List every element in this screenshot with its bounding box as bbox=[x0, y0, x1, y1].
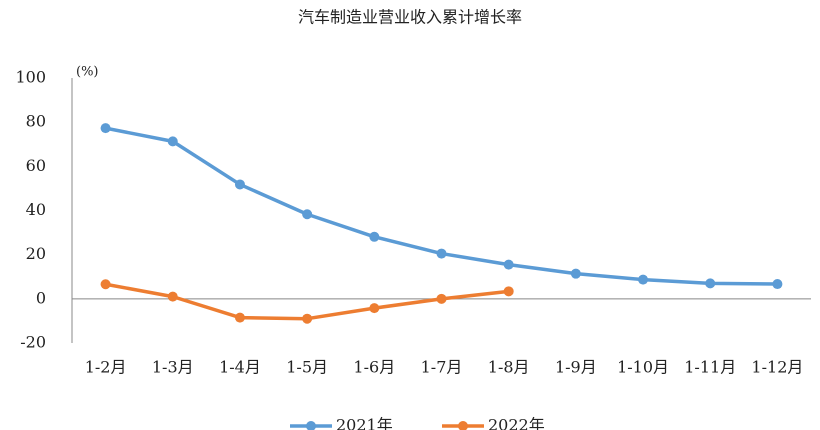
data-point bbox=[772, 279, 783, 290]
data-point bbox=[167, 291, 178, 302]
data-point bbox=[436, 248, 447, 259]
data-point bbox=[100, 123, 111, 134]
data-point bbox=[302, 313, 313, 324]
data-point bbox=[503, 259, 514, 270]
x-tick-label: 1-5月 bbox=[286, 358, 328, 377]
data-point bbox=[503, 286, 514, 297]
data-point bbox=[570, 268, 581, 279]
y-tick-label: -20 bbox=[20, 333, 46, 352]
y-tick-label: 20 bbox=[26, 244, 46, 263]
data-point bbox=[234, 312, 245, 323]
unit-label: (%) bbox=[76, 65, 99, 80]
data-point bbox=[369, 231, 380, 242]
data-point bbox=[369, 303, 380, 314]
x-tick-label: 1-6月 bbox=[353, 358, 395, 377]
data-point bbox=[705, 278, 716, 289]
x-tick-label: 1-4月 bbox=[219, 358, 261, 377]
x-tick-label: 1-3月 bbox=[152, 358, 194, 377]
data-point bbox=[436, 293, 447, 304]
data-point bbox=[234, 179, 245, 190]
y-tick-label: 40 bbox=[26, 200, 46, 219]
x-tick-label: 1-7月 bbox=[421, 358, 463, 377]
legend-label: 2021年 bbox=[336, 416, 393, 430]
data-point bbox=[638, 274, 649, 285]
data-point bbox=[302, 209, 313, 220]
legend-marker bbox=[306, 421, 316, 430]
y-tick-label: 80 bbox=[26, 112, 46, 131]
x-tick-label: 1-12月 bbox=[751, 358, 803, 377]
x-tick-label: 1-8月 bbox=[488, 358, 530, 377]
x-tick-label: 1-9月 bbox=[555, 358, 597, 377]
x-tick-label: 1-10月 bbox=[617, 358, 669, 377]
data-point bbox=[167, 136, 178, 147]
data-point bbox=[100, 279, 111, 290]
y-tick-label: 100 bbox=[15, 68, 46, 87]
x-tick-label: 1-2月 bbox=[85, 358, 127, 377]
x-tick-label: 1-11月 bbox=[684, 358, 736, 377]
legend-label: 2022年 bbox=[488, 416, 545, 430]
y-tick-label: 0 bbox=[36, 288, 46, 307]
legend-marker bbox=[458, 421, 468, 430]
chart-title: 汽车制造业营业收入累计增长率 bbox=[298, 8, 522, 27]
y-tick-label: 60 bbox=[26, 156, 46, 175]
